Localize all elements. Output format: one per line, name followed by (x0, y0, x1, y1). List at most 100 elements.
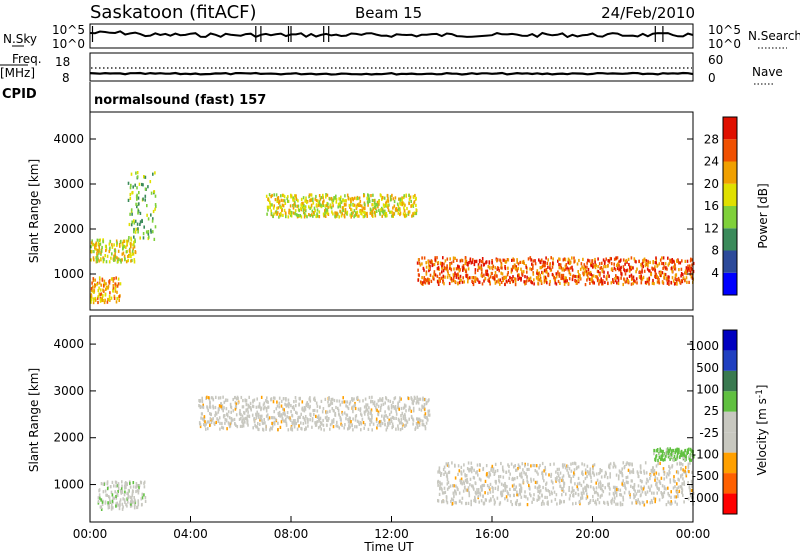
scatter-cell (240, 412, 242, 417)
scatter-cell (494, 266, 497, 270)
scatter-cell (646, 500, 648, 504)
scatter-cell (387, 199, 390, 203)
scatter-cell (102, 240, 104, 244)
scatter-cell (588, 259, 591, 263)
scatter-cell (481, 282, 484, 286)
scatter-cell (110, 296, 113, 300)
scatter-cell (408, 405, 411, 409)
scatter-cell (462, 264, 465, 268)
scatter-cell (491, 259, 493, 263)
scatter-cell (451, 502, 454, 506)
scatter-cell (635, 260, 637, 264)
scatter-cell (154, 194, 157, 198)
scatter-cell (129, 186, 132, 190)
scatter-cell (408, 193, 410, 197)
scatter-cell (139, 220, 142, 224)
scatter-cell (508, 464, 510, 469)
scatter-cell (317, 203, 320, 208)
scatter-cell (473, 498, 475, 503)
scatter-cell (643, 471, 646, 475)
scatter-cell (542, 476, 544, 480)
scatter-cell (94, 243, 97, 247)
scatter-cell (302, 208, 305, 212)
scatter-cell (369, 208, 372, 212)
scatter-cell (515, 485, 517, 489)
scatter-cell (562, 465, 564, 469)
scatter-cell (441, 261, 443, 266)
scatter-cell (592, 465, 594, 469)
scatter-cell (655, 275, 657, 279)
scatter-cell (377, 404, 380, 408)
scatter-cell (674, 264, 676, 268)
scatter-cell (319, 416, 322, 420)
scatter-cell (433, 262, 436, 267)
scatter-cell (336, 424, 339, 428)
scatter-cell (536, 269, 539, 273)
scatter-cell (446, 472, 448, 476)
scatter-cell (649, 501, 652, 505)
scatter-cell (119, 244, 121, 248)
scatter-cell (283, 199, 286, 203)
scatter-cell (583, 263, 586, 267)
scatter-cell (675, 495, 678, 499)
scatter-cell (676, 462, 678, 466)
scatter-cell (124, 486, 126, 490)
scatter-cell (403, 206, 405, 210)
scatter-cell (680, 274, 682, 278)
scatter-cell (241, 405, 244, 409)
scatter-cell (428, 278, 431, 282)
scatter-cell (545, 256, 547, 260)
scatter-cell (201, 412, 203, 416)
scatter-cell (430, 260, 432, 264)
scatter-cell (375, 406, 377, 410)
scatter-cell (549, 268, 552, 272)
scatter-cell (472, 258, 474, 262)
scatter-cell (296, 204, 298, 208)
scatter-cell (406, 420, 409, 424)
scatter-cell (136, 489, 139, 493)
scatter-cell (608, 492, 611, 496)
scatter-cell (687, 266, 690, 271)
scatter-cell (642, 275, 645, 279)
scatter-cell (489, 472, 491, 476)
scatter-cell (524, 280, 527, 284)
scatter-cell (400, 414, 402, 418)
scatter-cell (437, 266, 440, 270)
scatter-cell (634, 259, 636, 263)
scatter-cell (108, 249, 111, 254)
scatter-cell (623, 491, 626, 495)
scatter-cell (107, 286, 109, 290)
scatter-cell (390, 406, 393, 410)
scatter-cell (341, 400, 343, 404)
scatter-cell (359, 421, 362, 425)
scatter-cell (412, 422, 414, 426)
scatter-cell (470, 461, 473, 465)
scatter-cell (590, 475, 592, 480)
scatter-cell (126, 240, 129, 244)
scatter-cell (600, 277, 602, 281)
scatter-cell (453, 484, 455, 488)
scatter-cell (474, 490, 477, 494)
scatter-cell (282, 204, 285, 208)
scatter-cell (688, 470, 690, 474)
scatter-cell (560, 275, 563, 279)
scatter-cell (486, 484, 489, 488)
scatter-cell (200, 416, 202, 420)
scatter-cell (392, 416, 394, 420)
scatter-cell (474, 279, 477, 283)
scatter-cell (503, 258, 506, 262)
scatter-cell (514, 487, 517, 491)
scatter-cell (466, 261, 469, 265)
scatter-cell (674, 448, 677, 452)
scatter-cell (467, 489, 470, 493)
scatter-cell (674, 480, 676, 484)
scatter-cell (473, 279, 476, 283)
scatter-cell (232, 409, 235, 413)
scatter-cell (405, 419, 408, 423)
scatter-cell (601, 268, 603, 272)
scatter-cell (388, 418, 390, 422)
scatter-cell (343, 400, 345, 404)
scatter-cell (361, 417, 364, 421)
scatter-cell (573, 256, 575, 260)
power-colorbar-frame (722, 116, 738, 296)
